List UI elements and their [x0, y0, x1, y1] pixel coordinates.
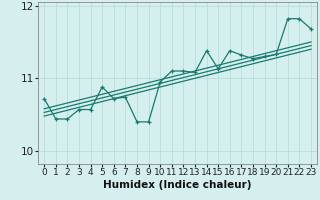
- X-axis label: Humidex (Indice chaleur): Humidex (Indice chaleur): [103, 180, 252, 190]
